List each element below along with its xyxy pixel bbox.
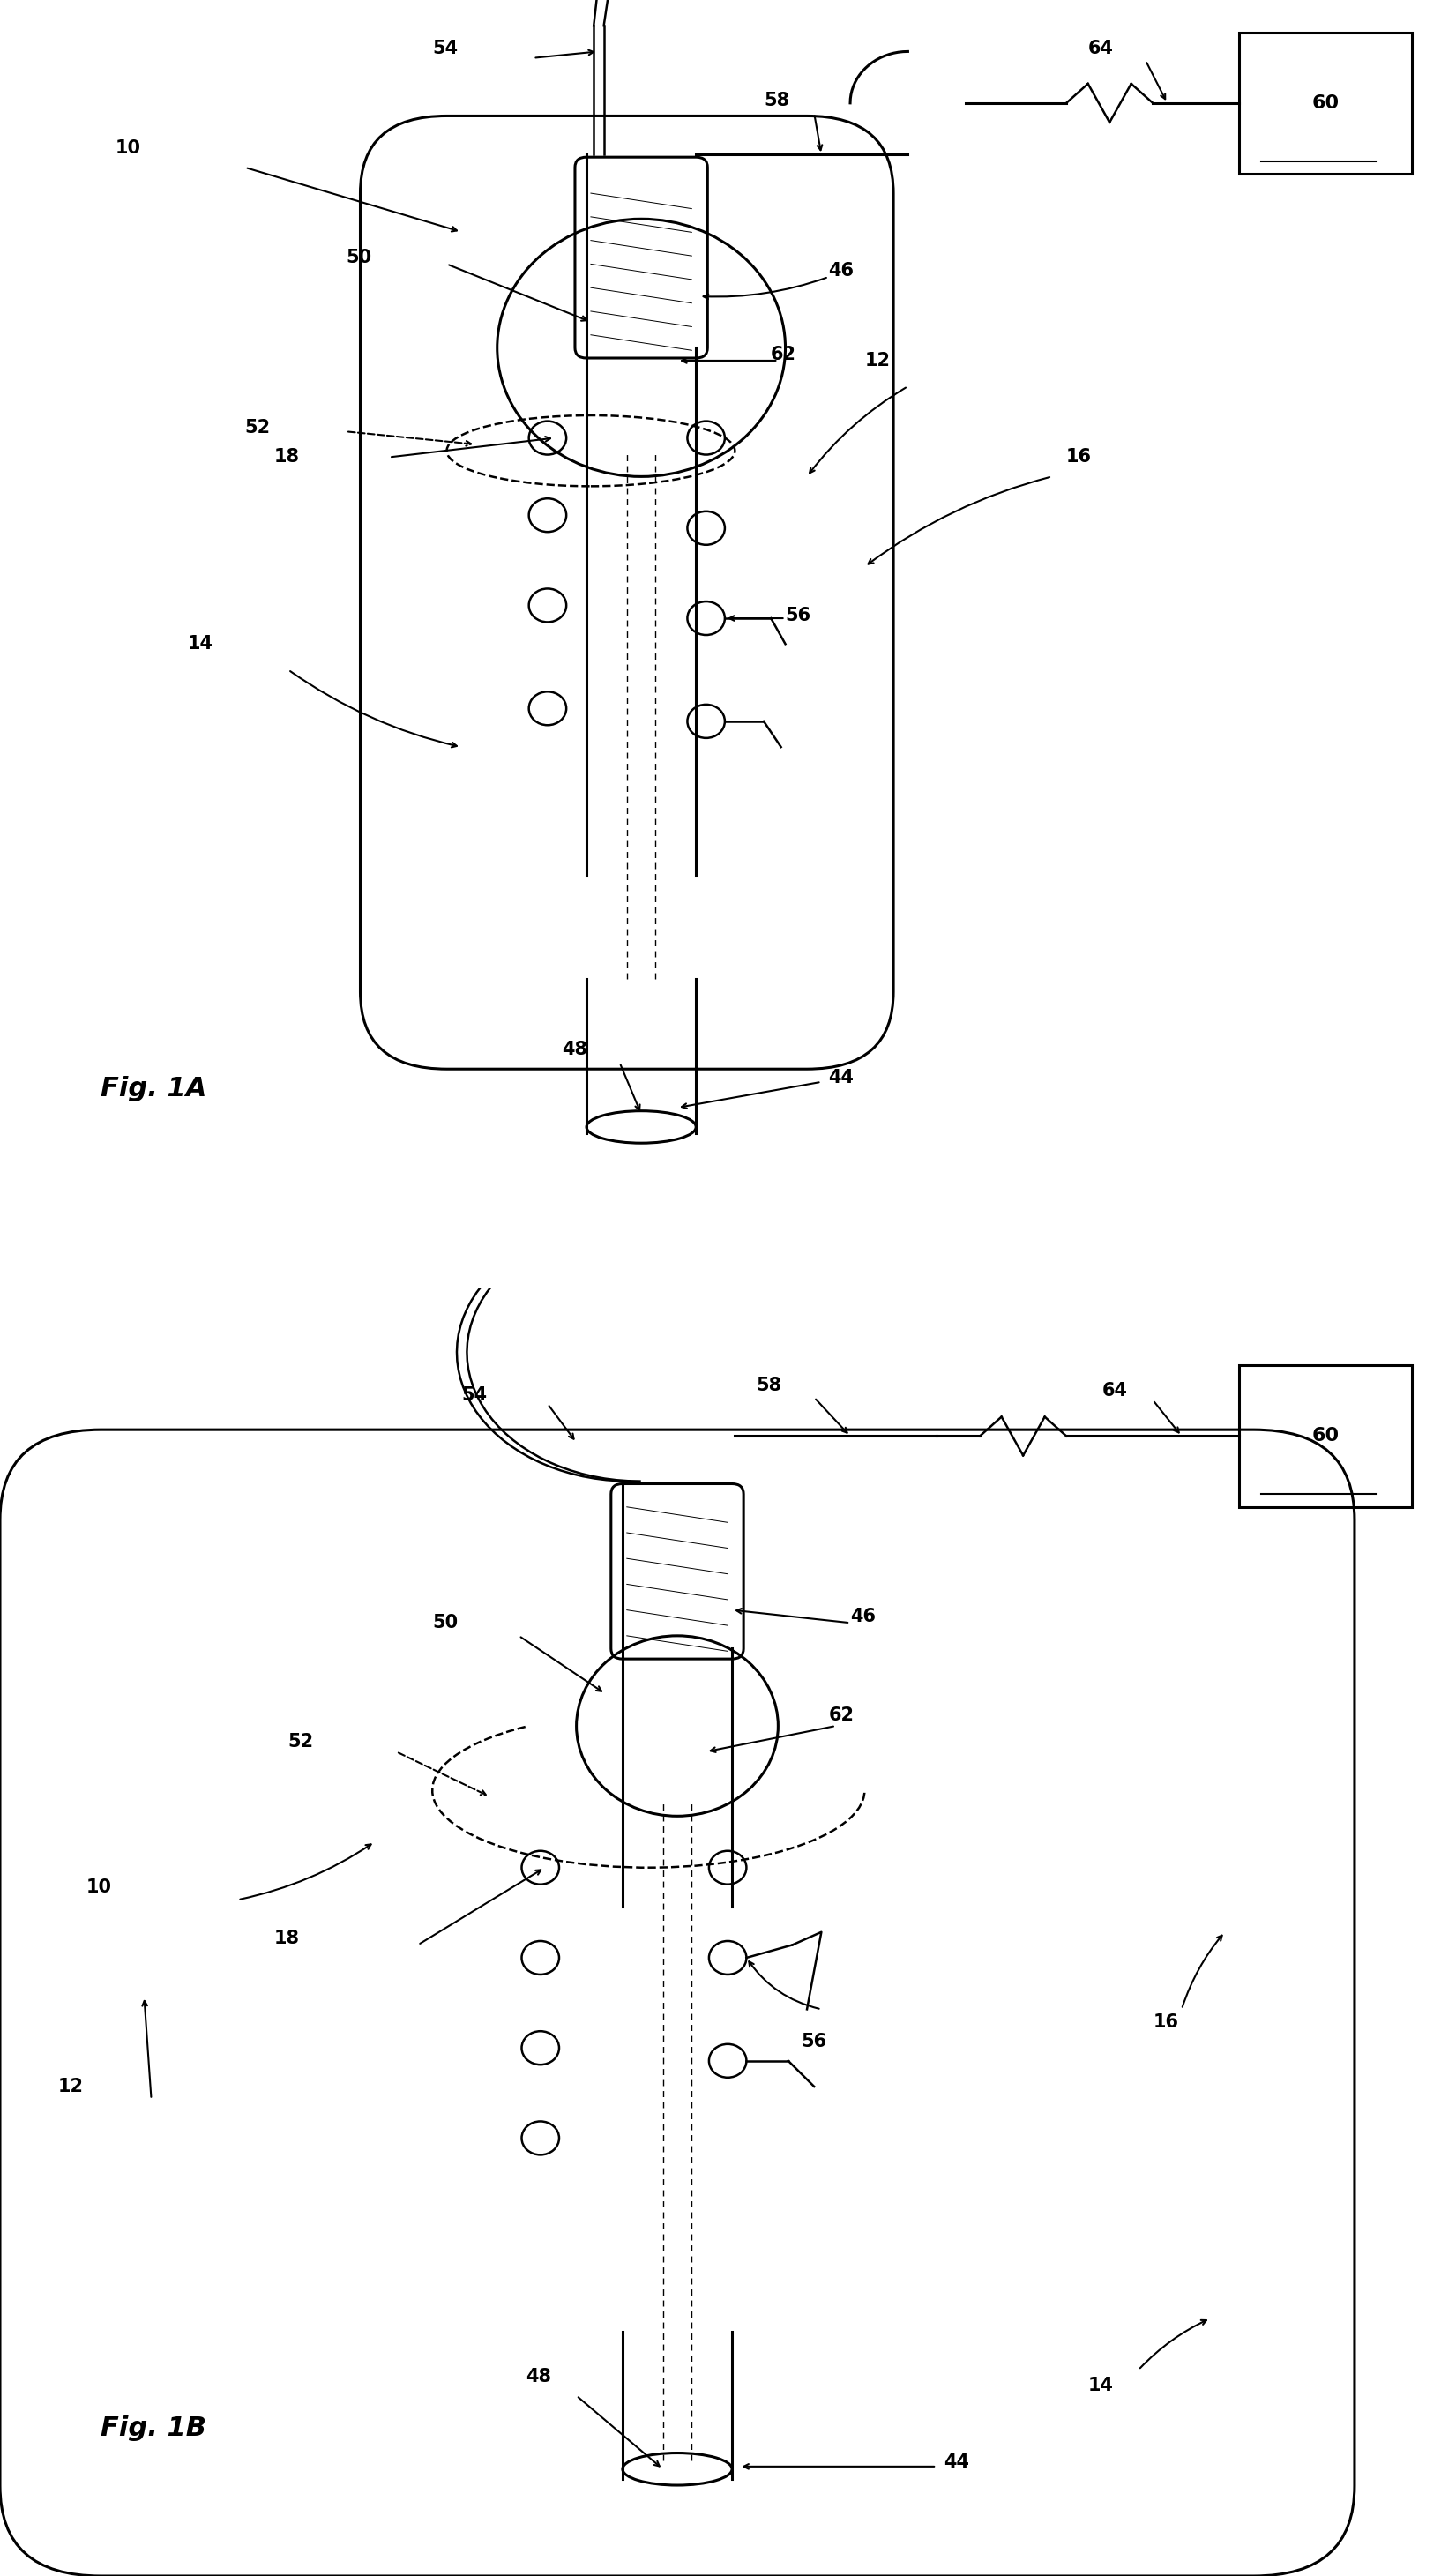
Text: 44: 44	[944, 2455, 970, 2470]
Text: 62: 62	[829, 1708, 855, 1723]
Text: 46: 46	[829, 263, 855, 278]
Text: 14: 14	[187, 636, 213, 652]
Text: 18: 18	[274, 448, 300, 466]
Text: 46: 46	[850, 1607, 876, 1625]
Text: 58: 58	[764, 93, 790, 108]
Text: 56: 56	[785, 608, 811, 623]
Text: 60: 60	[1311, 1427, 1340, 1445]
Text: 14: 14	[1088, 2378, 1114, 2393]
Text: 44: 44	[829, 1069, 855, 1087]
Text: 62: 62	[771, 345, 797, 363]
Text: 10: 10	[115, 139, 141, 157]
Text: 48: 48	[562, 1041, 588, 1059]
Text: 16: 16	[1153, 2014, 1179, 2030]
Text: 52: 52	[288, 1734, 314, 1749]
Text: 12: 12	[865, 353, 891, 368]
Text: 60: 60	[1311, 95, 1340, 111]
Text: 58: 58	[757, 1378, 782, 1394]
Text: 50: 50	[346, 250, 372, 265]
Text: 18: 18	[274, 1929, 300, 1947]
Text: 64: 64	[1088, 41, 1114, 57]
Text: 52: 52	[245, 420, 271, 435]
Text: 50: 50	[432, 1615, 458, 1631]
Text: 56: 56	[801, 2032, 827, 2050]
Text: Fig. 1A: Fig. 1A	[101, 1077, 208, 1100]
Text: 54: 54	[461, 1386, 487, 1404]
Text: 48: 48	[526, 2367, 552, 2385]
Text: 16: 16	[1066, 448, 1092, 466]
Text: 12: 12	[58, 2079, 84, 2094]
Text: 64: 64	[1102, 1383, 1128, 1399]
Text: Fig. 1B: Fig. 1B	[101, 2416, 206, 2439]
Text: 10: 10	[86, 1878, 112, 1896]
Text: 54: 54	[432, 41, 458, 57]
